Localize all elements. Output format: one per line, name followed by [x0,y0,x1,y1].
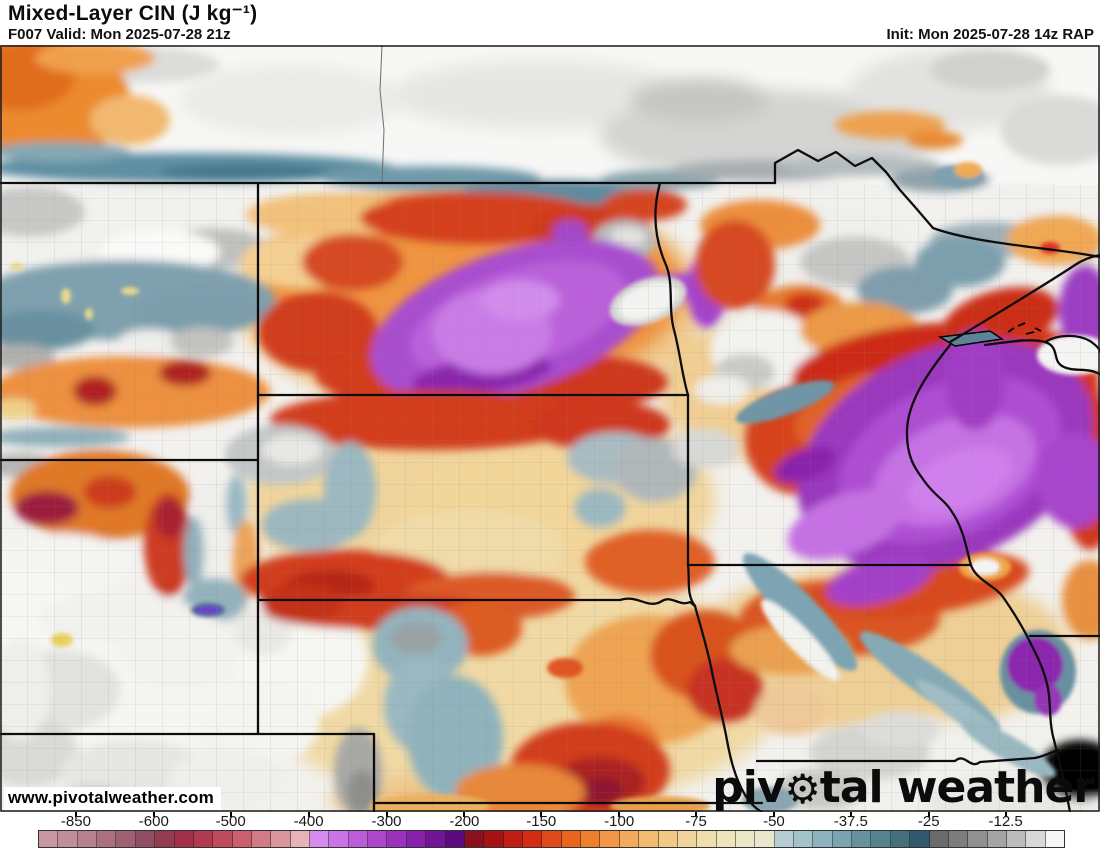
colorbar-cell [948,831,969,847]
colorbar-tick-label: -12.5 [988,813,1023,830]
colorbar-cell [135,831,156,847]
colorbar-cell [271,831,291,847]
colorbar-cell [852,831,872,847]
colorbar-tick-label: -400 [293,813,324,830]
colorbar-tickmark [772,812,775,817]
colorbar-cell [561,831,582,847]
county-boundaries [0,183,1100,812]
colorbar-tickmark [385,812,388,817]
colorbar-cell [619,831,640,847]
colorbar-cell [77,831,98,847]
colorbar-cell [213,831,233,847]
colorbar-cell [116,831,136,847]
colorbar-cell [174,831,194,847]
map-frame [0,45,1100,812]
colorbar-tick-label: -500 [215,813,246,830]
colorbar-cell [600,831,620,847]
colorbar-tick-label: -100 [604,813,635,830]
logo-text-prefix: piv [712,762,785,812]
colorbar-cell [58,831,78,847]
colorbar-cell [716,831,736,847]
colorbar-cell [542,831,562,847]
logo-text-suffix: tal weather [819,762,1095,812]
colorbar-cell [794,831,814,847]
colorbar-tickmark [927,812,930,817]
page-title: Mixed-Layer CIN (J kg⁻¹) [8,2,258,25]
colorbar-cell [464,831,485,847]
model-init-time: Init: Mon 2025-07-28 14z RAP [886,26,1094,43]
colorbar-cell [929,831,949,847]
colorbar-cell [871,831,891,847]
colorbar-cell [290,831,311,847]
colorbar-area: -850 -600 -500 -400 -300 -200 -150 -100 -75 -50 -3… [0,812,1100,850]
cin-contour-map [0,45,1100,812]
colorbar-cell [329,831,349,847]
colorbar-cell [387,831,407,847]
colorbar-tickmark [1004,812,1007,817]
colorbar-cell [658,831,678,847]
colorbar-cell [1045,831,1065,847]
colorbar-cell [755,831,775,847]
colorbar-tickmark [229,812,232,817]
colorbar-tickmark [695,812,698,817]
colorbar-cell [1026,831,1046,847]
colorbar-cell [1006,831,1027,847]
colorbar-tickmark [74,812,77,817]
colorbar-tickmark [849,812,852,817]
colorbar-cell [813,831,833,847]
gear-icon: ⚙ [784,765,821,812]
watermark: www.pivotalweather.com [4,787,221,810]
colorbar-tick-label: -850 [60,813,91,830]
colorbar-cell [445,831,465,847]
colorbar-tickmark [463,812,466,817]
colorbar-tick-label: -200 [449,813,480,830]
colorbar-cell [735,831,756,847]
colorbar-cell [348,831,369,847]
header: Mixed-Layer CIN (J kg⁻¹) F007 Valid: Mon… [0,0,1100,45]
colorbar-cell [832,831,853,847]
colorbar-cell [910,831,930,847]
colorbar-cell [155,831,175,847]
colorbar-tick-label: -37.5 [833,813,868,830]
colorbar-tickmark [618,812,621,817]
colorbar-tick-label: -300 [371,813,402,830]
colorbar-tick-label: -75 [685,813,707,830]
pivotal-weather-logo: piv⚙tal weather [712,765,1095,812]
colorbar-tick-label: -50 [763,813,785,830]
colorbar-cell [426,831,446,847]
colorbar-cell [697,831,717,847]
colorbar-cell [677,831,698,847]
forecast-valid-time: F007 Valid: Mon 2025-07-28 21z [8,26,231,43]
colorbar-cell [39,831,59,847]
colorbar-cell [193,831,214,847]
colorbar-cell [310,831,330,847]
colorbar-tick-label: -600 [138,813,169,830]
colorbar-cell [406,831,427,847]
colorbar-tickmark [307,812,310,817]
colorbar-cell [484,831,504,847]
colorbar-tick-label: -25 [917,813,940,830]
map-area: www.pivotalweather.com piv⚙tal weather [0,45,1100,812]
colorbar-cell [232,831,252,847]
colorbar-cell [774,831,795,847]
state-borders [0,148,1100,812]
colorbar-cell [368,831,388,847]
colorbar-cell [890,831,911,847]
colorbar-cell [522,831,543,847]
colorbar-cell [251,831,272,847]
colorbar-cell [503,831,523,847]
colorbar-tickmark [152,812,155,817]
canada-province-border [379,45,385,184]
colorbar-cell [968,831,988,847]
colorbar-tickmark [540,812,543,817]
colorbar-cell [987,831,1007,847]
colorbar-tick-label: -150 [526,813,557,830]
colorbar [38,830,1065,848]
colorbar-cell [639,831,659,847]
colorbar-cell [97,831,117,847]
colorbar-cell [581,831,601,847]
